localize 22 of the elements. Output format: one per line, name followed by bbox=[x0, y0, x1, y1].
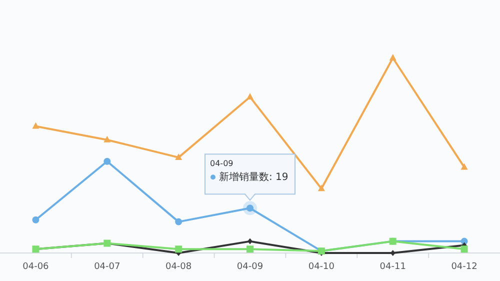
point bbox=[104, 158, 111, 165]
x-tick-label: 04-09 bbox=[236, 262, 264, 272]
point bbox=[175, 153, 182, 160]
point bbox=[32, 122, 40, 129]
point bbox=[175, 246, 182, 253]
point bbox=[32, 216, 40, 224]
point bbox=[246, 246, 254, 253]
point bbox=[104, 136, 111, 142]
point bbox=[389, 54, 396, 60]
point bbox=[460, 246, 468, 253]
point bbox=[175, 218, 182, 226]
x-tick-label: 04-10 bbox=[308, 262, 335, 272]
point bbox=[318, 184, 325, 192]
annotation: 04-09 新增销量数: 19 bbox=[210, 159, 288, 184]
x-tick-label: 04-08 bbox=[165, 262, 192, 272]
point bbox=[248, 238, 252, 244]
x-tick-label: 04-12 bbox=[451, 262, 478, 272]
x-tick-label: 04-07 bbox=[94, 262, 120, 272]
x-tick-label: 04-11 bbox=[380, 262, 406, 272]
point bbox=[460, 163, 468, 170]
point bbox=[246, 93, 254, 100]
x-tick-label: 04-06 bbox=[22, 262, 50, 272]
